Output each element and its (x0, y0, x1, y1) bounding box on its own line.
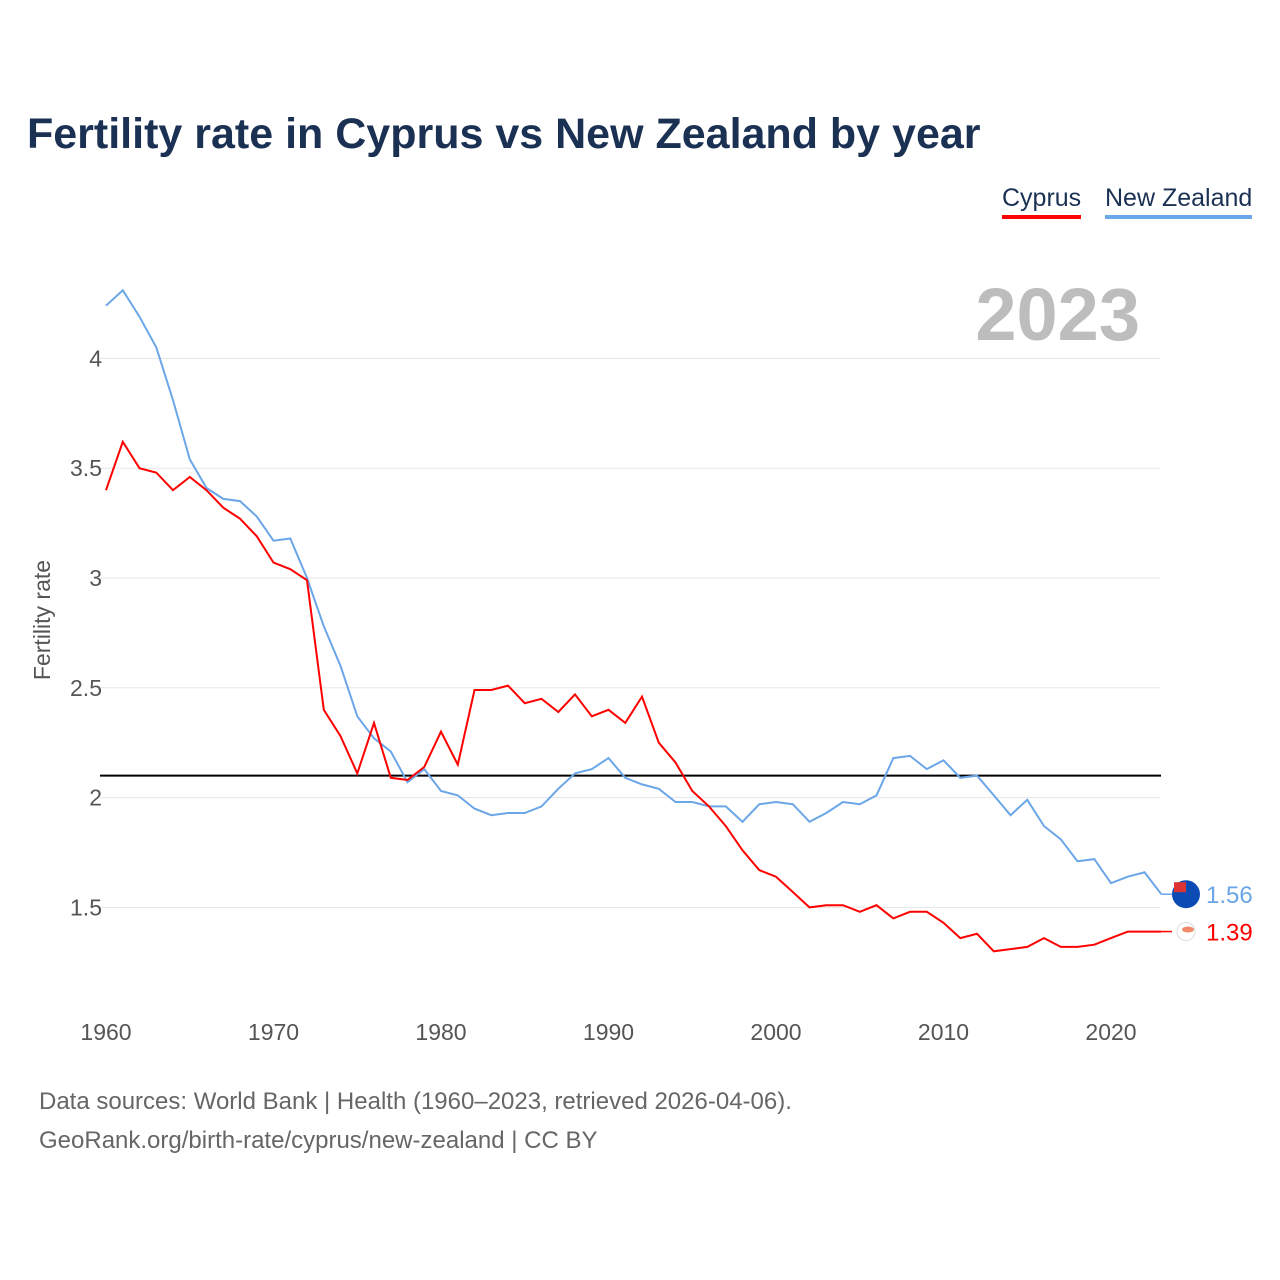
chart-title: Fertility rate in Cyprus vs New Zealand … (27, 110, 981, 158)
x-tick-label: 1960 (80, 1019, 131, 1045)
x-tick-label: 1970 (248, 1019, 299, 1045)
end-value-label-new-zealand: 1.56 (1206, 882, 1253, 909)
x-tick-label: 2010 (918, 1019, 969, 1045)
y-tick-label: 2.5 (70, 675, 102, 701)
y-tick-label: 2 (89, 785, 102, 811)
y-tick-label: 4 (89, 345, 102, 371)
x-tick-label: 2000 (750, 1019, 801, 1045)
y-tick-label: 3 (89, 565, 102, 591)
footer-sources: Data sources: World Bank | Health (1960–… (39, 1088, 792, 1115)
series-line-cyprus[interactable] (105, 439, 1162, 953)
y-axis-label: Fertility rate (29, 560, 55, 680)
end-value-label-cyprus: 1.39 (1206, 920, 1253, 947)
flag-union-jack (1174, 882, 1186, 893)
legend-new-zealand[interactable]: New Zealand (1105, 184, 1253, 219)
y-tick-label: 1.5 (70, 894, 102, 920)
y-tick-label: 3.5 (70, 455, 102, 481)
series-line-new-zealand[interactable] (105, 288, 1163, 895)
legend-cyprus[interactable]: Cyprus (1002, 184, 1082, 219)
flag-island (1182, 926, 1194, 933)
x-tick-label: 1980 (415, 1019, 466, 1045)
footer-link[interactable]: GeoRank.org/birth-rate/cyprus/new-zealan… (39, 1127, 598, 1154)
year-label: 2023 (975, 273, 1140, 356)
x-tick-label: 2020 (1085, 1019, 1136, 1045)
x-tick-label: 1990 (583, 1019, 634, 1045)
